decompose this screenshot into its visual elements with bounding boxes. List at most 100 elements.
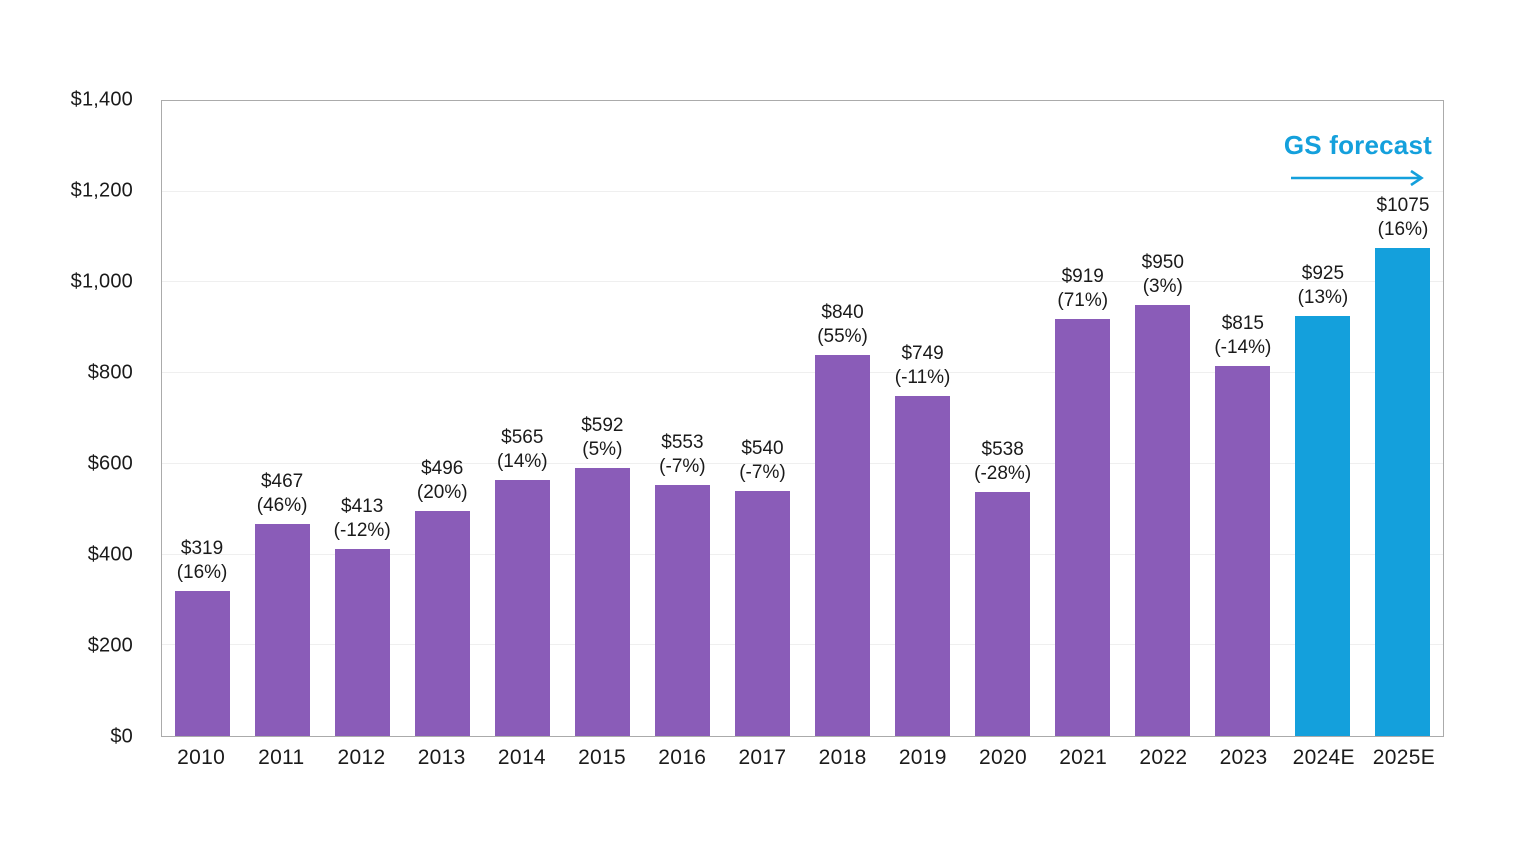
bar-group-2016: $553 (-7%) (642, 101, 722, 736)
bar-value-2021: $919 (1061, 266, 1104, 288)
bar-value-2019: $749 (901, 343, 944, 365)
bar-group-2015: $592 (5%) (562, 101, 642, 736)
y-tick-1000: $1,000 (70, 270, 133, 293)
bar-value-label-2015: $592 (5%) (581, 414, 623, 462)
bar-value-label-2023: $815 (-14%) (1214, 312, 1271, 360)
bar-pct-2024E: (13%) (1297, 287, 1349, 309)
bar-2020 (975, 491, 1031, 736)
gridline-200 (162, 644, 1443, 646)
bar-pct-2015: (5%) (582, 438, 623, 460)
x-tick-2025E: 2025E (1372, 746, 1436, 769)
bar-pct-2013: (20%) (416, 482, 468, 504)
gridline-600 (162, 462, 1443, 464)
bar-group-2010: $319 (16%) (162, 101, 242, 736)
bar-group-2011: $467 (46%) (242, 101, 322, 736)
bar-pct-2019: (-11%) (894, 367, 951, 389)
x-tick-2024E: 2024E (1292, 746, 1355, 769)
bar-value-label-2011: $467 (46%) (257, 470, 308, 518)
bar-value-2013: $496 (421, 458, 464, 480)
bar-pct-2011: (46%) (256, 495, 308, 517)
bar-pct-2022: (3%) (1142, 276, 1183, 298)
bar-2017 (734, 491, 790, 736)
bar-value-2023: $815 (1221, 313, 1264, 335)
bar-pct-2012: (-12%) (333, 519, 391, 541)
x-tick-2023: 2023 (1219, 746, 1268, 769)
x-tick-2016: 2016 (658, 746, 707, 769)
bar-value-2020: $538 (981, 438, 1024, 460)
bar-2013 (414, 511, 470, 736)
bar-2021 (1055, 319, 1111, 736)
bar-group-2018: $840 (55%) (803, 101, 883, 736)
y-tick-600: $600 (87, 452, 133, 475)
bar-value-label-2010: $319 (16%) (177, 537, 228, 585)
bar-2018 (815, 355, 871, 736)
bar-pct-2016: (-7%) (659, 456, 706, 478)
bar-pct-2025E: (16%) (1377, 219, 1429, 241)
bar-value-2010: $319 (180, 538, 224, 560)
bar-2015 (574, 467, 630, 736)
bar-group-2019: $749 (-11%) (883, 101, 963, 736)
gridline-1200 (162, 190, 1443, 192)
bar-2025E (1375, 248, 1431, 736)
y-tick-400: $400 (87, 543, 133, 566)
bars-container: $319 (16%) $467 (46%) $413 (-12%) $496 (20%) $56… (162, 101, 1443, 736)
x-tick-2019: 2019 (898, 746, 947, 769)
bar-group-2014: $565 (14%) (482, 101, 562, 736)
bar-pct-2020: (-28%) (974, 462, 1032, 484)
bar-value-2015: $592 (581, 414, 624, 436)
bar-value-label-2022: $950 (3%) (1142, 251, 1184, 299)
bar-value-2012: $413 (341, 495, 384, 517)
x-tick-2010: 2010 (177, 746, 226, 769)
bar-2016 (654, 485, 710, 736)
bar-group-2012: $413 (-12%) (322, 101, 402, 736)
bar-pct-2010: (16%) (176, 562, 228, 584)
x-tick-2011: 2011 (258, 746, 305, 769)
gridline-400 (162, 553, 1443, 555)
gridline-1000 (162, 281, 1443, 283)
y-tick-800: $800 (87, 361, 133, 384)
y-tick-200: $200 (87, 634, 133, 657)
bar-value-label-2020: $538 (-28%) (974, 438, 1031, 486)
x-tick-2014: 2014 (497, 746, 546, 769)
bar-value-2011: $467 (260, 471, 304, 493)
bar-value-2018: $840 (821, 302, 864, 323)
y-tick-1200: $1,200 (70, 179, 133, 202)
bar-value-label-2012: $413 (-12%) (334, 495, 391, 543)
y-tick-0: $0 (110, 725, 133, 748)
bar-pct-2014: (14%) (496, 450, 548, 472)
bar-pct-2017: (-7%) (739, 462, 786, 484)
x-tick-2015: 2015 (578, 746, 626, 769)
forecast-annotation: GS forecast (1284, 130, 1432, 187)
bar-value-label-2025E: $1075 (16%) (1377, 194, 1430, 242)
bar-value-label-2013: $496 (20%) (417, 457, 468, 505)
x-tick-2013: 2013 (417, 746, 466, 769)
bar-value-2017: $540 (741, 438, 784, 460)
bar-2012 (334, 548, 390, 736)
bar-2024E (1295, 316, 1351, 736)
bar-group-2020: $538 (-28%) (963, 101, 1043, 736)
y-tick-1400: $1,400 (70, 88, 133, 111)
forecast-arrow-icon (1291, 169, 1424, 187)
bar-value-label-2017: $540 (-7%) (739, 437, 785, 485)
bar-group-2022: $950 (3%) (1123, 101, 1203, 736)
x-tick-2021: 2021 (1059, 746, 1108, 769)
bar-group-2013: $496 (20%) (402, 101, 482, 736)
x-tick-2020: 2020 (979, 746, 1027, 769)
bar-value-2022: $950 (1141, 252, 1184, 274)
x-tick-2017: 2017 (738, 746, 787, 769)
bar-value-label-2024E: $925 (13%) (1298, 262, 1349, 310)
bar-pct-2023: (-14%) (1214, 337, 1272, 359)
bar-2019 (895, 396, 951, 736)
bar-2010 (174, 591, 230, 736)
bar-value-2014: $565 (501, 426, 544, 448)
x-tick-2022: 2022 (1139, 746, 1188, 769)
bar-value-label-2018: $840 (55%) (817, 301, 868, 349)
bar-value-2025E: $1075 (1376, 195, 1430, 217)
bar-value-2016: $553 (661, 432, 704, 454)
bar-pct-2018: (55%) (817, 326, 868, 347)
bar-value-label-2021: $919 (71%) (1057, 265, 1108, 313)
bar-2022 (1135, 305, 1191, 736)
gridline-800 (162, 372, 1443, 374)
bar-pct-2021: (71%) (1057, 290, 1109, 312)
